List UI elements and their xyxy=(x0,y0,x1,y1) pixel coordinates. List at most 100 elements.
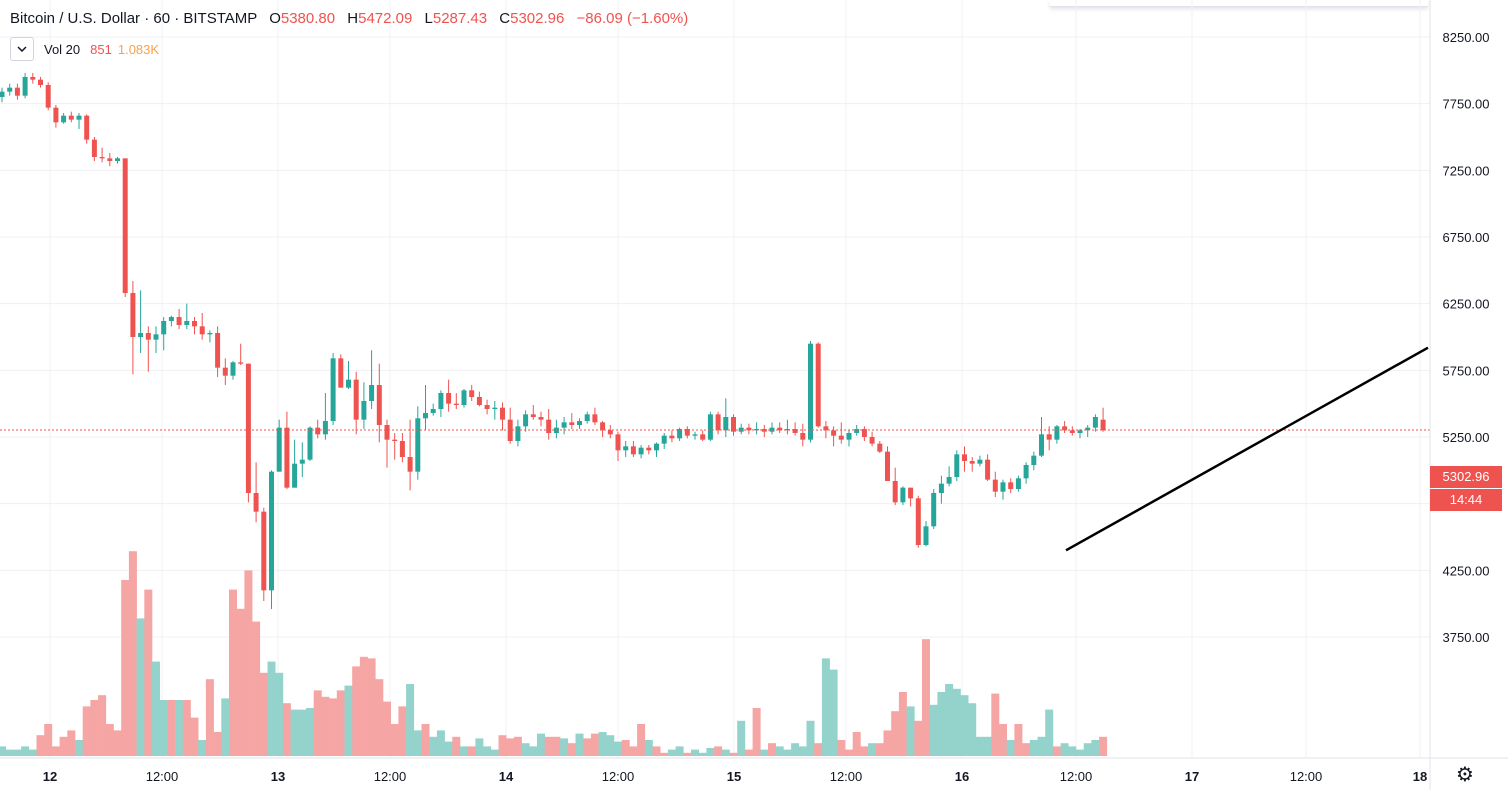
candle-body xyxy=(915,498,921,545)
candle-body xyxy=(1039,434,1044,456)
y-tick-label: 7750.00 xyxy=(1443,97,1490,112)
volume-bar xyxy=(383,701,391,756)
candle-body xyxy=(176,317,182,325)
volume-bar xyxy=(452,736,461,756)
candle-body xyxy=(946,477,952,484)
volume-bar xyxy=(321,696,330,756)
volume-bar xyxy=(244,570,253,756)
volume-bar xyxy=(1076,749,1084,756)
candle-body xyxy=(153,334,159,340)
candle-body xyxy=(777,427,783,431)
candle-body xyxy=(623,446,629,451)
candle-body xyxy=(607,430,613,435)
candle-body xyxy=(261,511,267,591)
candle-body xyxy=(1031,455,1037,465)
volume-bar xyxy=(999,724,1007,756)
countdown-badge: 14:44 xyxy=(1430,489,1502,511)
chevron-down-icon[interactable] xyxy=(10,37,34,61)
candle-body xyxy=(992,479,998,492)
volume-bar xyxy=(113,730,122,756)
volume-bar xyxy=(144,589,153,756)
low-label: L xyxy=(424,10,433,27)
volume-bar xyxy=(167,700,176,756)
volume-bar xyxy=(375,679,384,756)
candle-body xyxy=(577,421,582,425)
candle-body xyxy=(954,454,960,477)
y-tick-label: 5750.00 xyxy=(1443,363,1490,378)
y-tick-label: 6750.00 xyxy=(1443,230,1490,245)
candle-body xyxy=(245,363,251,493)
high-value: 5472.09 xyxy=(358,10,413,27)
volume-bar xyxy=(621,740,630,756)
candle-body xyxy=(977,459,983,464)
volume-bar xyxy=(952,688,961,756)
volume-bar xyxy=(290,709,299,756)
candle-body xyxy=(199,326,205,335)
symbol-legend: Bitcoin / U.S. Dollar · 60 · BITSTAMP O5… xyxy=(10,10,688,27)
volume-bar xyxy=(1099,736,1108,756)
candle-body xyxy=(638,447,644,455)
candle-body xyxy=(423,413,428,419)
candle-body xyxy=(1100,419,1106,431)
candle-body xyxy=(492,407,498,409)
volume-bar xyxy=(898,692,907,756)
volume-bar xyxy=(36,735,45,756)
volume-bar xyxy=(698,752,707,756)
volume-bar xyxy=(714,746,723,756)
candle-body xyxy=(476,397,482,405)
volume-bar xyxy=(760,749,769,756)
candle-body xyxy=(846,433,852,440)
candle-body xyxy=(184,321,190,325)
volume-bar xyxy=(490,749,499,756)
volume-bar xyxy=(768,743,776,756)
volume-bar xyxy=(359,656,368,756)
change-value: −86.09 (−1.60%) xyxy=(576,10,689,27)
candle-body xyxy=(161,321,167,335)
volume-bar xyxy=(152,661,160,756)
volume-bar xyxy=(529,746,538,756)
volume-bar xyxy=(398,706,407,756)
candle-body xyxy=(969,461,975,464)
gear-icon[interactable]: ⚙ xyxy=(1456,764,1474,786)
volume-bar xyxy=(667,749,676,756)
volume-bar xyxy=(1091,740,1100,756)
volume-legend: Vol 20 851 1.083K xyxy=(10,37,159,61)
volume-bar xyxy=(190,717,199,756)
low-value: 5287.43 xyxy=(432,10,488,27)
volume-bar xyxy=(1068,746,1077,756)
volume-bar xyxy=(1083,743,1092,756)
candle-body xyxy=(677,429,683,439)
volume-bar xyxy=(1022,743,1031,756)
volume-bar xyxy=(421,724,430,756)
volume-bar xyxy=(513,736,522,756)
candle-body xyxy=(315,427,321,435)
candle-body xyxy=(938,483,944,493)
candle-body xyxy=(38,79,43,85)
candle-body xyxy=(538,417,544,420)
volume-bar xyxy=(845,749,853,756)
volume-value: 851 xyxy=(90,41,112,57)
candle-body xyxy=(707,414,713,440)
volume-bar xyxy=(537,733,545,756)
x-tick-label: 12:00 xyxy=(146,769,179,784)
volume-bar xyxy=(28,749,37,756)
volume-bar xyxy=(67,730,76,756)
volume-bar xyxy=(460,746,468,756)
y-tick-label: 6250.00 xyxy=(1443,297,1490,312)
volume-bar xyxy=(968,703,977,756)
volume-bar xyxy=(229,589,237,756)
volume-bar xyxy=(606,735,615,756)
volume-bar xyxy=(960,695,969,756)
candle-body xyxy=(61,115,67,123)
volume-bar xyxy=(221,698,230,756)
volume-bar xyxy=(236,608,245,756)
candle-body xyxy=(784,429,790,431)
overlay-layer xyxy=(0,346,1430,552)
candle-body xyxy=(269,471,274,591)
candle-body xyxy=(68,115,74,120)
candle-body xyxy=(1046,434,1052,440)
candle-body xyxy=(122,158,128,293)
y-tick-label: 3750.00 xyxy=(1443,630,1490,645)
